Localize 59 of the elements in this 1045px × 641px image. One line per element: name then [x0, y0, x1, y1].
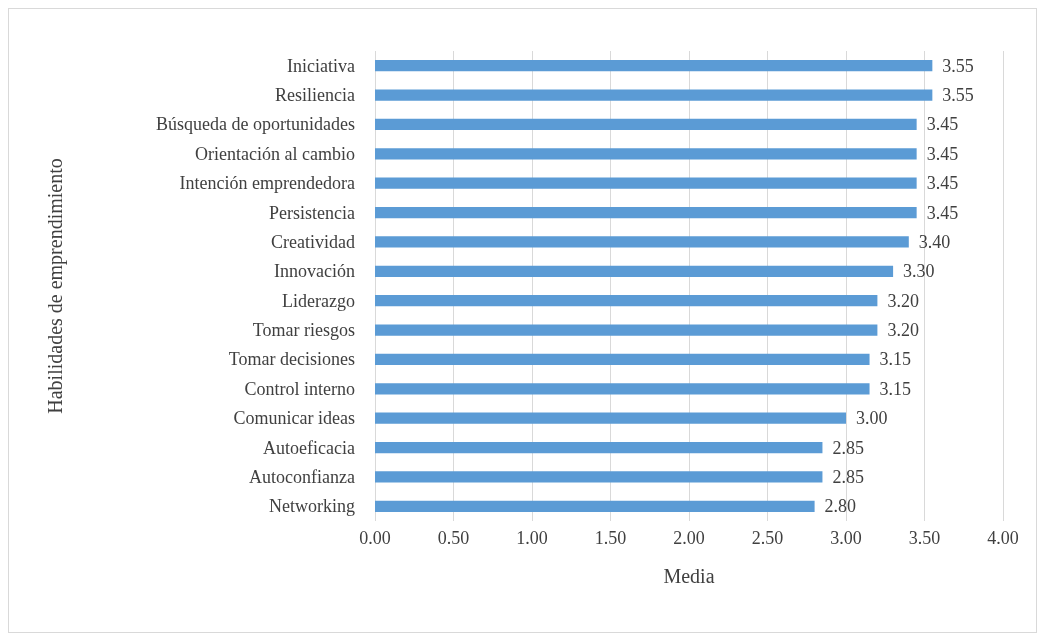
y-tick-label: Autoconfianza: [249, 466, 356, 487]
x-tick-label: 0.00: [359, 528, 391, 548]
x-tick-label: 1.00: [516, 528, 548, 548]
data-label: 2.85: [832, 466, 864, 487]
data-label: 3.20: [887, 290, 919, 311]
y-tick-label: Intención emprendedora: [179, 173, 356, 194]
data-label: 3.45: [926, 114, 959, 135]
x-tick-label: 0.50: [437, 528, 470, 548]
x-tick-label: 2.00: [673, 528, 705, 548]
y-tick-label: Autoeficacia: [263, 437, 355, 458]
bar: [375, 265, 894, 277]
y-tick-label: Persistencia: [269, 202, 355, 223]
bar: [375, 441, 823, 454]
y-tick-label: Liderazgo: [282, 290, 355, 311]
bar: [375, 383, 870, 395]
bar: [375, 412, 846, 424]
y-tick-label: Networking: [269, 496, 355, 517]
data-label: 3.55: [942, 85, 974, 106]
y-tick-label: Control interno: [244, 378, 355, 399]
x-tick-label: 4.00: [987, 528, 1019, 548]
y-tick-label: Tomar decisiones: [228, 349, 355, 370]
x-tick-label: 2.50: [751, 528, 784, 548]
data-label: 3.40: [918, 231, 951, 252]
bar: [375, 118, 917, 131]
x-tick-label: 3.50: [908, 528, 941, 548]
x-tick-label: 3.00: [830, 528, 862, 548]
x-axis-title: Media: [663, 565, 715, 587]
y-tick-label: Comunicar ideas: [233, 408, 355, 429]
data-label: 3.55: [942, 55, 974, 76]
bar: [375, 324, 878, 336]
data-label: 3.15: [879, 349, 912, 370]
data-label: 3.30: [903, 261, 935, 282]
data-label: 3.00: [856, 408, 888, 429]
bar: [375, 236, 909, 248]
bar: [375, 148, 917, 160]
bar: [375, 177, 917, 189]
bar: [375, 206, 917, 219]
y-tick-label: Creatividad: [271, 231, 355, 252]
y-tick-label: Iniciativa: [287, 55, 356, 76]
y-tick-label: Orientación al cambio: [195, 143, 355, 164]
y-tick-label: Innovación: [274, 261, 355, 282]
bar: [375, 295, 878, 307]
data-label: 3.20: [887, 320, 919, 341]
bar: [375, 89, 933, 101]
y-tick-label: Tomar riesgos: [252, 320, 355, 341]
y-tick-label: Resiliencia: [275, 85, 355, 106]
x-tick-label: 1.50: [594, 528, 627, 548]
data-label: 3.45: [926, 143, 959, 164]
bar: [375, 500, 815, 512]
y-tick-label: Búsqueda de oportunidades: [156, 114, 355, 135]
bar: [375, 60, 933, 72]
data-label: 3.45: [926, 173, 959, 194]
data-label: 3.15: [879, 378, 912, 399]
data-label: 2.85: [832, 437, 864, 458]
data-label: 3.45: [926, 202, 959, 223]
bar: [375, 353, 870, 366]
y-axis-title: Habilidades de emprendimiento: [44, 158, 67, 414]
data-label: 2.80: [824, 496, 857, 517]
bar: [375, 471, 823, 483]
